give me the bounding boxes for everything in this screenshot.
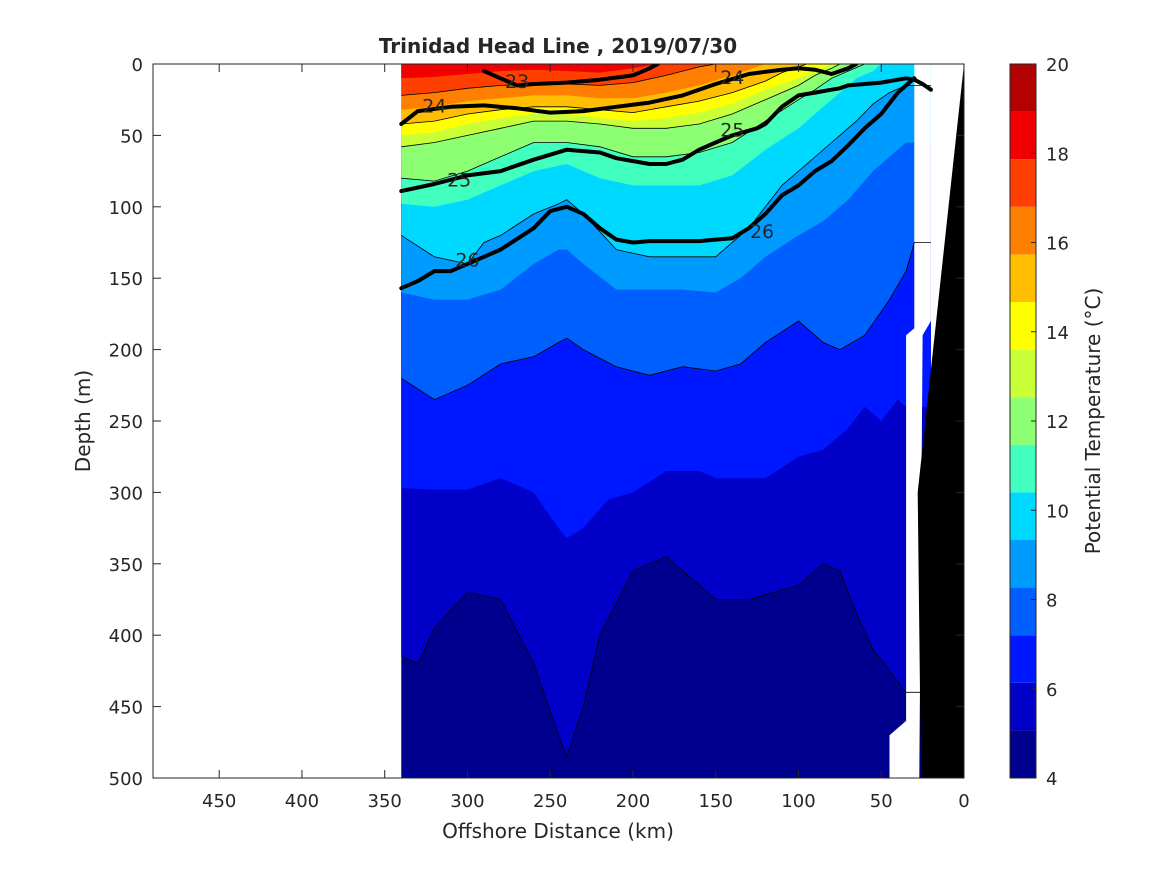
colorbar-tick-label: 20 [1046,55,1069,76]
thin-contour-lines [401,64,931,758]
density-contour-lines [399,64,933,291]
y-tick-label: 500 [109,769,143,790]
colorbar-ticks: 4 6 8 10 12 14 16 18 20 [1031,55,1069,790]
colorbar-segment-0 [1010,730,1036,778]
x-tick-label: 50 [870,791,893,812]
y-tick-label: 400 [109,626,143,647]
colorbar-segment-5 [1010,492,1036,540]
colorbar-tick-label: 4 [1046,769,1057,790]
chart-title: Trinidad Head Line , 2019/07/30 [379,34,737,58]
thin-contour-3 [401,242,931,401]
seafloor-fill [917,64,964,778]
y-tick-label: 300 [109,483,143,504]
density-contour-23 [482,64,660,88]
colorbar-segment-11 [1010,206,1036,255]
y-tick-label: 50 [120,126,143,147]
colorbar-tick-label: 16 [1046,234,1069,255]
colorbar-segment-6 [1010,444,1036,493]
thin-contour-9 [401,64,841,148]
y-tick-label: 150 [109,269,143,290]
colorbar-segment-13 [1010,111,1036,160]
colorbar-segment-10 [1010,254,1036,302]
colorbar-segment-14 [1010,64,1036,112]
y-tick-label: 350 [109,555,143,576]
x-tick-label: 200 [616,791,650,812]
colorbar-segment-9 [1010,302,1036,350]
density-contour-24 [399,64,859,126]
temperature-fill-layers [401,64,931,778]
y-tick-label: 450 [109,698,143,719]
colorbar-segment-4 [1010,540,1036,588]
thin-contour-13 [401,64,716,96]
colorbar-tick-label: 10 [1046,501,1069,522]
y-tick-label: 0 [132,55,143,76]
thin-contour-7 [401,64,873,182]
y-tick-label: 200 [109,341,143,362]
thin-contour-1 [401,556,931,758]
x-axis-label: Offshore Distance (km) [442,819,674,843]
y-axis-label: Depth (m) [71,370,95,472]
colorbar-segment-8 [1010,349,1036,398]
density-contour-25 [399,76,933,194]
contour-label-25: 25 [447,170,471,192]
colorbar-segment-2 [1010,635,1036,683]
contour-label-24: 24 [422,95,446,117]
x-tick-label: 350 [368,791,402,812]
x-tick-label: 150 [699,791,733,812]
y-tick-label: 250 [109,412,143,433]
colorbar [1009,63,1037,779]
x-tick-label: 100 [781,791,815,812]
colorbar-segment-3 [1010,587,1036,636]
x-tick-label: 0 [958,791,969,812]
contour-label-23: 23 [505,71,529,93]
colorbar-tick-label: 18 [1046,144,1069,165]
thin-contour-5 [401,85,931,265]
contour-label-26: 26 [750,221,774,243]
colorbar-tick-label: 6 [1046,680,1057,701]
colorbar-segment-1 [1010,682,1036,731]
colorbar-tick-label: 14 [1046,323,1069,344]
contour-labels: 23 24 24 25 25 26 26 [422,67,774,272]
x-tick-label: 450 [202,791,236,812]
contour-label-24: 24 [720,67,744,89]
thin-contour-11 [401,64,807,125]
x-tick-label: 300 [450,791,484,812]
y-tick-label: 100 [109,198,143,219]
colorbar-label: Potential Temperature (°C) [1081,288,1105,555]
x-axis-ticks: 450 400 350 300 250 200 150 100 50 0 [202,64,970,812]
density-contour-26 [399,76,917,291]
colorbar-tick-label: 12 [1046,412,1069,433]
contour-label-26: 26 [455,250,479,272]
y-axis-ticks: 0 50 100 150 200 250 300 350 400 450 500 [109,55,964,790]
bathymetry-region [917,64,964,778]
colorbar-tick-label: 8 [1046,591,1057,612]
colorbar-segment-12 [1010,159,1036,207]
x-tick-label: 250 [533,791,567,812]
x-tick-label: 400 [285,791,319,812]
contour-label-25: 25 [720,120,744,142]
